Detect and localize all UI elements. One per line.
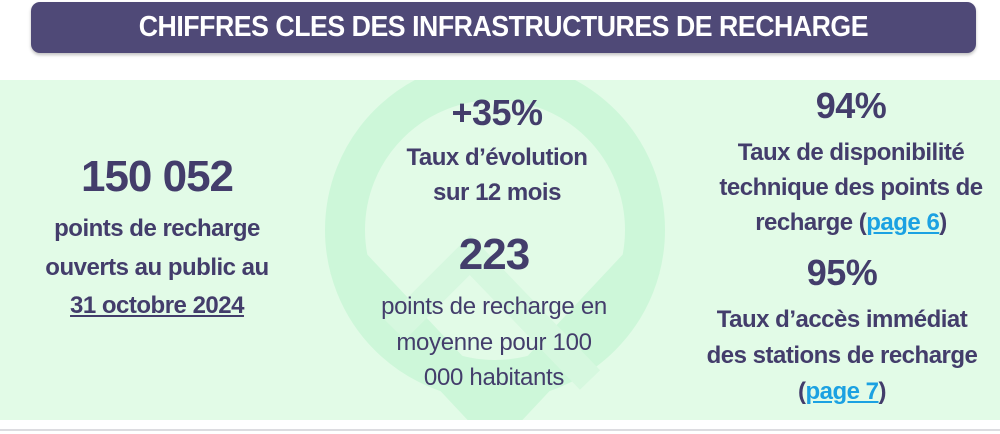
availability-label-3: recharge (page 6) <box>755 209 947 237</box>
density-label-2: moyenne pour 100 <box>396 329 592 356</box>
charging-pin-watermark-icon <box>325 80 665 420</box>
charging-points-label-2: ouverts au public au <box>45 254 269 281</box>
evolution-label-1: Taux d’évolution <box>406 144 588 171</box>
charging-points-count: 150 052 <box>80 152 234 201</box>
page-title: CHIFFRES CLES DES INFRASTRUCTURES DE REC… <box>138 11 869 43</box>
availability-label-text: recharge ( <box>755 209 867 236</box>
access-open-paren: ( <box>797 378 806 405</box>
charging-points-date: 31 octobre 2024 <box>70 292 244 319</box>
availability-value: 94% <box>815 85 887 126</box>
density-label-1: points de recharge en <box>381 293 607 320</box>
availability-close-paren: ) <box>939 209 947 236</box>
density-label-3: 000 habitants <box>423 364 565 391</box>
charging-points-label-1: points de recharge <box>54 215 260 242</box>
evolution-label-2: sur 12 mois <box>433 179 561 206</box>
page-6-link[interactable]: page 6 <box>866 209 940 236</box>
title-banner: CHIFFRES CLES DES INFRASTRUCTURES DE REC… <box>31 2 976 53</box>
access-value: 95% <box>806 252 878 293</box>
access-label-2: des stations de recharge <box>706 342 978 369</box>
key-figures-panel: 150 052 points de recharge ouverts au pu… <box>0 80 1000 420</box>
evolution-value: +35% <box>451 92 543 133</box>
page-7-link[interactable]: page 7 <box>805 378 879 405</box>
access-label-1: Taux d’accès immédiat <box>716 306 968 333</box>
bottom-divider <box>0 429 1000 431</box>
availability-label-2: technique des points de <box>719 174 983 201</box>
density-value: 223 <box>458 230 530 279</box>
access-label-3: (page 7) <box>797 378 887 406</box>
access-close-paren: ) <box>878 378 887 405</box>
availability-label-1: Taux de disponibilité <box>737 139 965 166</box>
